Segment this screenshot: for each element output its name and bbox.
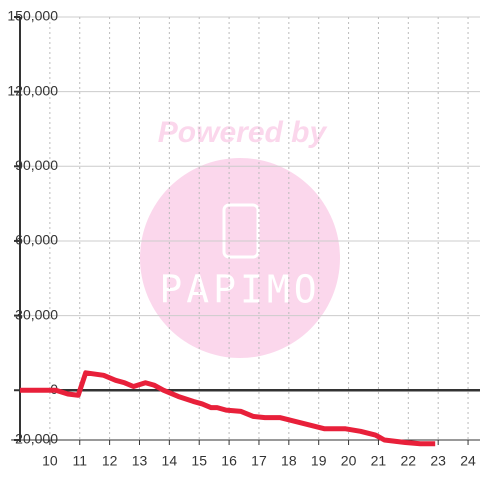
x-tick-label: 10 bbox=[42, 453, 58, 469]
x-tick-label: 21 bbox=[371, 453, 387, 469]
y-tick-label: 60,000 bbox=[15, 232, 58, 248]
x-tick-label: 13 bbox=[132, 453, 148, 469]
data-line bbox=[20, 370, 436, 447]
x-tick-label: 15 bbox=[191, 453, 207, 469]
watermark-text: Powered by bbox=[158, 116, 328, 149]
y-tick-label: 90,000 bbox=[15, 157, 58, 173]
x-tick-label: 12 bbox=[102, 453, 118, 469]
y-tick-label: 120,000 bbox=[7, 82, 58, 98]
x-tick-label: 19 bbox=[311, 453, 327, 469]
x-tick-label: 16 bbox=[221, 453, 237, 469]
y-tick-label: 150,000 bbox=[7, 8, 58, 24]
x-tick-label: 17 bbox=[251, 453, 267, 469]
watermark-phone bbox=[222, 203, 260, 259]
x-tick-label: 14 bbox=[162, 453, 178, 469]
x-tick-label: 22 bbox=[401, 453, 417, 469]
y-tick-label: -20,000 bbox=[11, 431, 59, 447]
x-tick-label: 20 bbox=[341, 453, 357, 469]
x-tick-label: 11 bbox=[72, 453, 87, 469]
watermark: Powered by PAPIMO bbox=[140, 116, 340, 358]
x-tick-label: 18 bbox=[281, 453, 297, 469]
x-tick-label: 23 bbox=[430, 453, 446, 469]
watermark-logo: PAPIMO bbox=[159, 268, 320, 312]
x-tick-label: 24 bbox=[460, 453, 476, 469]
y-tick-label: 30,000 bbox=[15, 306, 58, 322]
